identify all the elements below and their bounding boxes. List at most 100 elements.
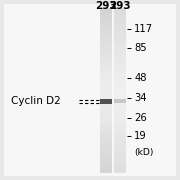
Bar	[100, 121, 112, 123]
Bar	[100, 8, 112, 11]
Bar	[114, 162, 126, 165]
Bar	[114, 16, 126, 19]
Bar	[114, 134, 126, 137]
Bar	[114, 154, 126, 156]
Bar	[114, 79, 126, 82]
Bar	[114, 137, 126, 140]
Bar	[114, 140, 126, 143]
Bar	[114, 159, 126, 162]
Bar	[114, 165, 126, 167]
Bar	[100, 156, 112, 159]
Bar	[100, 85, 112, 88]
Text: 85: 85	[134, 43, 147, 53]
Bar	[100, 38, 112, 41]
Bar	[100, 90, 112, 93]
Bar	[114, 11, 126, 13]
Bar	[100, 63, 112, 66]
Bar	[114, 22, 126, 24]
Bar	[100, 14, 112, 16]
Bar	[114, 123, 126, 126]
Bar	[100, 27, 112, 30]
Bar	[100, 60, 112, 63]
Bar	[100, 170, 112, 173]
Bar	[114, 99, 126, 101]
Bar	[114, 132, 126, 134]
Bar	[100, 101, 112, 104]
Bar	[100, 57, 112, 60]
Bar	[114, 57, 126, 60]
Text: (kD): (kD)	[134, 148, 154, 157]
Bar	[100, 66, 112, 68]
Bar	[114, 27, 126, 30]
Bar	[114, 110, 126, 112]
Bar	[114, 101, 126, 104]
Bar	[100, 126, 112, 129]
Bar	[114, 96, 126, 99]
Bar	[100, 145, 112, 148]
Text: 293: 293	[109, 1, 131, 11]
Bar	[114, 112, 126, 115]
Bar	[114, 24, 126, 27]
Bar	[114, 33, 126, 35]
Bar	[100, 148, 112, 151]
Text: 34: 34	[134, 93, 147, 103]
Bar	[100, 33, 112, 35]
Text: 26: 26	[134, 113, 147, 123]
Bar	[114, 88, 126, 90]
Bar	[100, 41, 112, 44]
Bar	[114, 66, 126, 68]
Bar	[100, 24, 112, 27]
Bar	[114, 14, 126, 16]
Text: 48: 48	[134, 73, 147, 83]
Bar	[114, 55, 126, 57]
Bar	[100, 55, 112, 57]
Bar	[114, 49, 126, 52]
Bar	[114, 118, 126, 121]
Bar	[114, 77, 126, 79]
Bar	[114, 82, 126, 85]
Bar	[114, 99, 126, 103]
Bar	[100, 115, 112, 118]
Bar	[100, 16, 112, 19]
Bar	[100, 104, 112, 107]
Bar	[114, 41, 126, 44]
Bar	[100, 74, 112, 77]
Bar	[114, 107, 126, 110]
Text: 117: 117	[134, 24, 153, 34]
Bar	[100, 151, 112, 154]
Bar	[100, 96, 112, 99]
Bar	[114, 85, 126, 88]
Bar	[114, 143, 126, 145]
Bar	[114, 74, 126, 77]
Bar	[100, 129, 112, 132]
Bar	[114, 104, 126, 107]
Bar	[114, 71, 126, 74]
Bar	[114, 145, 126, 148]
Bar	[100, 132, 112, 134]
Bar	[100, 159, 112, 162]
Bar	[100, 112, 112, 115]
Bar	[100, 68, 112, 71]
Bar	[114, 156, 126, 159]
Bar	[100, 79, 112, 82]
Bar	[100, 154, 112, 156]
Bar	[114, 30, 126, 33]
Bar	[100, 118, 112, 121]
Bar	[114, 46, 126, 49]
Bar	[114, 44, 126, 46]
Bar	[100, 137, 112, 140]
Bar	[100, 44, 112, 46]
Bar	[114, 115, 126, 118]
Bar	[100, 99, 112, 104]
Bar	[114, 60, 126, 63]
Text: 293: 293	[95, 1, 117, 11]
Text: 19: 19	[134, 131, 147, 141]
Bar	[100, 49, 112, 52]
Bar	[114, 68, 126, 71]
Bar	[114, 121, 126, 123]
Bar	[100, 110, 112, 112]
Bar	[114, 8, 126, 11]
Bar	[100, 22, 112, 24]
Bar	[114, 90, 126, 93]
Bar	[100, 82, 112, 85]
